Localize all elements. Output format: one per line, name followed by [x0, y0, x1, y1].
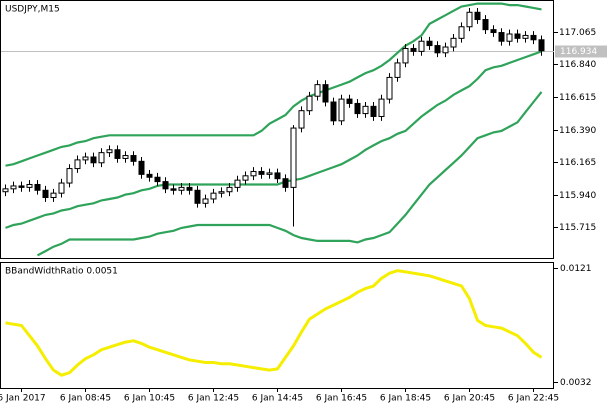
candle-body — [42, 189, 49, 199]
candle-body — [90, 156, 97, 164]
candle-body — [2, 188, 9, 193]
y-tick-label: 116.165 — [559, 158, 596, 168]
candle-body — [266, 172, 273, 175]
candle-body — [26, 183, 33, 188]
candle-body — [402, 47, 409, 64]
bollinger-band — [5, 2, 542, 167]
y-tick-label: 115.940 — [559, 191, 596, 201]
candle-body — [66, 168, 73, 184]
candle-body — [226, 186, 233, 193]
x-tick-label: 6 Jan 20:45 — [444, 394, 495, 404]
candle-body — [114, 149, 121, 159]
y-tick-label: 117.065 — [559, 28, 596, 38]
candle-body — [354, 102, 361, 115]
y-tick-label: 116.615 — [559, 93, 596, 103]
candle-body — [58, 182, 65, 194]
x-tick-label: 6 Jan 12:45 — [188, 394, 239, 404]
candle-body — [242, 175, 249, 181]
candle-body — [346, 98, 353, 104]
x-tick-label: 6 Jan 08:45 — [60, 394, 111, 404]
candle-body — [202, 198, 209, 204]
candle-body — [498, 32, 505, 42]
main-pane — [0, 0, 554, 259]
candle-body — [170, 188, 177, 191]
candle-body — [82, 156, 89, 161]
candle-body — [506, 33, 513, 42]
chart-title: USDJPY,M15 — [5, 5, 60, 15]
y-tick-label: 0.0032 — [560, 378, 592, 388]
indicator-line — [5, 269, 543, 377]
candle-body — [106, 149, 113, 154]
candle-body — [130, 155, 137, 162]
last-price-box — [555, 45, 607, 58]
candle-body — [338, 98, 345, 122]
candle-body — [466, 11, 473, 28]
candle-body — [522, 34, 529, 39]
candle-body — [490, 29, 497, 34]
candle-body — [154, 176, 161, 183]
candle-body — [282, 178, 289, 188]
candle-body — [442, 46, 449, 54]
candle-body — [274, 172, 281, 180]
candle-body — [370, 105, 377, 117]
candle-body — [18, 185, 25, 188]
candle-body — [194, 189, 201, 204]
x-tick-label: 6 Jan 16:45 — [316, 394, 367, 404]
candle-body — [482, 19, 489, 31]
x-tick-label: 6 Jan 22:45 — [508, 394, 559, 404]
candle-body — [98, 152, 105, 164]
candle-body — [74, 159, 81, 170]
y-tick-label: 115.715 — [559, 223, 596, 233]
candle-body — [162, 181, 169, 190]
candle-body — [538, 39, 545, 52]
candle-body — [146, 173, 153, 178]
candle-body — [10, 185, 17, 190]
candle-body — [218, 191, 225, 194]
candle-body — [50, 192, 57, 199]
candle-body — [34, 183, 41, 191]
candle-body — [330, 101, 337, 122]
candle-body — [234, 179, 241, 188]
candle-body — [250, 170, 257, 177]
x-tick-label: 6 Jan 14:45 — [252, 394, 303, 404]
candle-body — [314, 84, 321, 97]
candle-body — [138, 160, 145, 175]
x-tick-label: 6 Jan 10:45 — [124, 394, 175, 404]
candle-body — [322, 84, 329, 103]
bollinger-band — [5, 50, 542, 229]
indicator-label: BBandWidthRatio 0.0051 — [5, 267, 118, 277]
candle-body — [378, 98, 385, 117]
candle-body — [290, 127, 297, 188]
candle-body — [426, 40, 433, 47]
candle-body — [394, 62, 401, 78]
candle-body — [186, 186, 193, 191]
candle-body — [362, 105, 369, 115]
y-tick-label: 116.390 — [559, 126, 596, 136]
candle-body — [458, 26, 465, 39]
last-price-label: 116.934 — [560, 47, 597, 57]
candle-body — [434, 45, 441, 54]
candle-body — [530, 34, 537, 41]
candle-body — [306, 95, 313, 112]
candle-body — [122, 155, 129, 159]
candle-body — [386, 76, 393, 100]
y-tick-label: 116.840 — [559, 60, 596, 70]
candle-body — [298, 110, 305, 129]
x-tick-label: 6 Jan 18:45 — [380, 394, 431, 404]
bollinger-band — [36, 91, 543, 257]
candle-body — [210, 192, 217, 200]
x-tick-label: 6 Jan 2017 — [0, 394, 46, 404]
candle-body — [450, 37, 457, 48]
candle-body — [418, 40, 425, 52]
y-tick-label: 0.0121 — [560, 264, 592, 274]
candle-body — [514, 33, 521, 39]
candle-body — [258, 170, 265, 175]
candle-body — [474, 11, 481, 21]
candle-body — [410, 47, 417, 52]
candle-body — [178, 186, 185, 191]
